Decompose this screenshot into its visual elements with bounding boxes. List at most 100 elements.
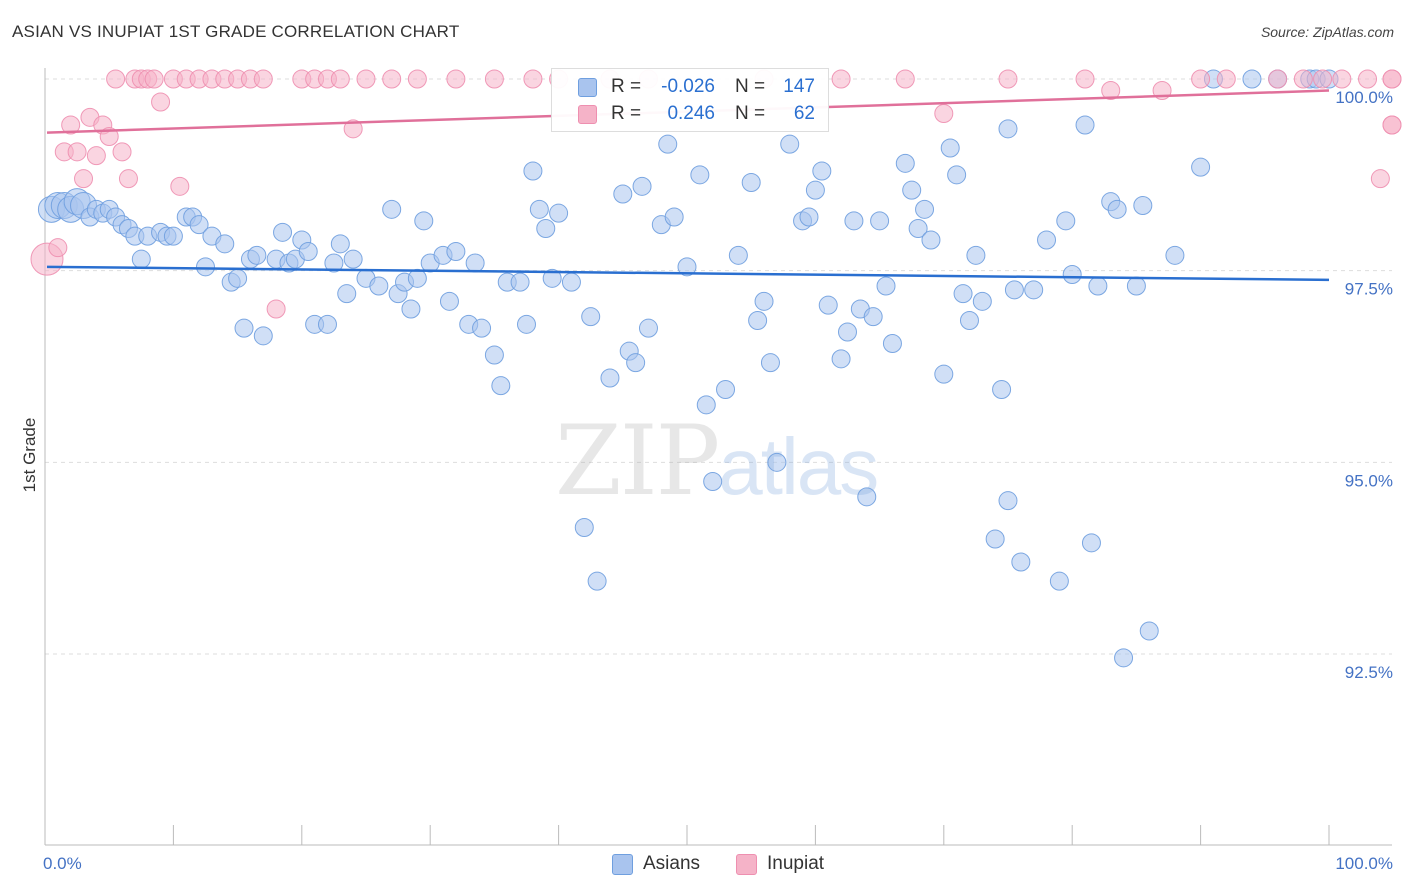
y-tick-label: 95.0% — [1345, 471, 1393, 490]
inupiat-point — [1313, 69, 1333, 89]
asian-point — [748, 311, 768, 330]
asian-point — [215, 234, 235, 254]
inupiat-swatch — [578, 104, 597, 124]
asian-point — [407, 268, 427, 288]
asian-point — [1081, 533, 1101, 553]
asian-point — [780, 134, 800, 154]
inupiat-point — [330, 69, 350, 89]
inupiat-point — [831, 69, 851, 89]
asian-point — [613, 184, 633, 204]
asian-point — [1088, 276, 1108, 296]
asian-point — [1242, 69, 1262, 89]
bottom-legend-asians: Asians — [612, 851, 700, 877]
inupiat-point — [1358, 69, 1378, 89]
asian-point — [870, 211, 890, 231]
asian-point — [337, 284, 357, 304]
asian-point — [542, 268, 562, 288]
y-axis-label: 1st Grade — [20, 418, 39, 493]
asian-point — [1191, 157, 1211, 177]
inupiat-point — [86, 146, 106, 166]
asian-point — [549, 203, 569, 223]
asian-point — [857, 487, 877, 507]
inupiat-point — [266, 299, 286, 319]
asian-point — [253, 326, 273, 346]
legend-row-asians: R = -0.026 N = 147 — [578, 74, 815, 100]
asian-point — [491, 376, 511, 396]
inupiat-point — [1216, 69, 1236, 89]
asian-point — [1133, 196, 1153, 215]
inupiat-point — [523, 69, 543, 89]
asian-point — [703, 472, 723, 491]
asian-point — [1037, 230, 1057, 250]
y-tick-label: 92.5% — [1345, 663, 1393, 682]
inupiat-n-value: 62 — [793, 103, 815, 124]
asian-point — [1075, 115, 1095, 135]
asians-legend-swatch — [612, 853, 633, 875]
asian-point — [439, 291, 459, 311]
inupiat-point — [170, 176, 190, 196]
asian-point — [1114, 648, 1134, 668]
legend-n-label: N = — [735, 76, 766, 97]
inupiat-point — [382, 69, 402, 89]
inupiat-point — [112, 142, 132, 162]
asian-point — [966, 245, 986, 265]
asian-point — [626, 353, 646, 373]
asian-point — [658, 134, 678, 154]
inupiat-r-value: 0.246 — [667, 103, 715, 124]
asian-point — [317, 314, 337, 334]
inupiat-point — [343, 119, 363, 139]
asian-point — [812, 161, 832, 181]
asian-point — [895, 153, 915, 173]
asian-point — [234, 318, 254, 338]
asian-point — [131, 249, 151, 269]
label-layer: 100.0% 97.5% 95.0% 92.5% 0.0% 100.0% — [43, 88, 1393, 873]
asians-swatch — [578, 77, 597, 97]
asian-point — [574, 518, 594, 537]
inupiat-point — [118, 169, 138, 189]
asian-point — [382, 199, 402, 219]
asian-point — [716, 380, 736, 399]
inupiat-point — [61, 115, 81, 135]
asian-point — [1126, 276, 1146, 296]
points-layer — [30, 69, 1402, 668]
asian-point — [536, 219, 556, 238]
asian-point — [632, 176, 652, 196]
asian-point — [805, 180, 825, 200]
asian-point — [1049, 571, 1069, 591]
asian-trend-line — [46, 265, 1330, 282]
asian-point — [754, 291, 774, 311]
asians-legend-label: Asians — [643, 853, 701, 874]
asian-point — [972, 291, 992, 311]
asian-point — [799, 207, 819, 227]
asian-point — [940, 138, 960, 158]
asians-n-value: 147 — [783, 76, 815, 97]
asian-point — [1024, 280, 1044, 300]
legend-n-label: N = — [735, 103, 766, 124]
inupiat-point — [1370, 169, 1390, 189]
bottom-legend-inupiat: Inupiat — [736, 851, 824, 877]
asian-point — [523, 161, 543, 181]
inupiat-point — [1293, 69, 1313, 89]
asian-point — [517, 314, 536, 334]
asian-point — [844, 211, 864, 231]
asian-point — [882, 334, 902, 353]
asian-point — [1056, 211, 1076, 231]
asian-point — [934, 364, 954, 384]
inupiat-point — [1075, 69, 1095, 89]
asian-point — [998, 119, 1018, 139]
asian-point — [953, 284, 973, 304]
asian-point — [1004, 280, 1024, 300]
asians-r-value: -0.026 — [661, 76, 715, 97]
asian-point — [369, 276, 389, 296]
inupiat-point — [1101, 81, 1121, 100]
inupiat-point — [48, 238, 68, 258]
asian-point — [510, 272, 530, 292]
asian-point — [343, 249, 363, 269]
asian-point — [728, 245, 748, 265]
x-tick-label: 0.0% — [43, 854, 82, 873]
inupiat-point — [998, 69, 1018, 89]
asian-point — [908, 219, 928, 238]
asian-point — [638, 318, 658, 338]
legend-r-label: R = — [611, 76, 642, 97]
asian-point — [196, 257, 215, 277]
